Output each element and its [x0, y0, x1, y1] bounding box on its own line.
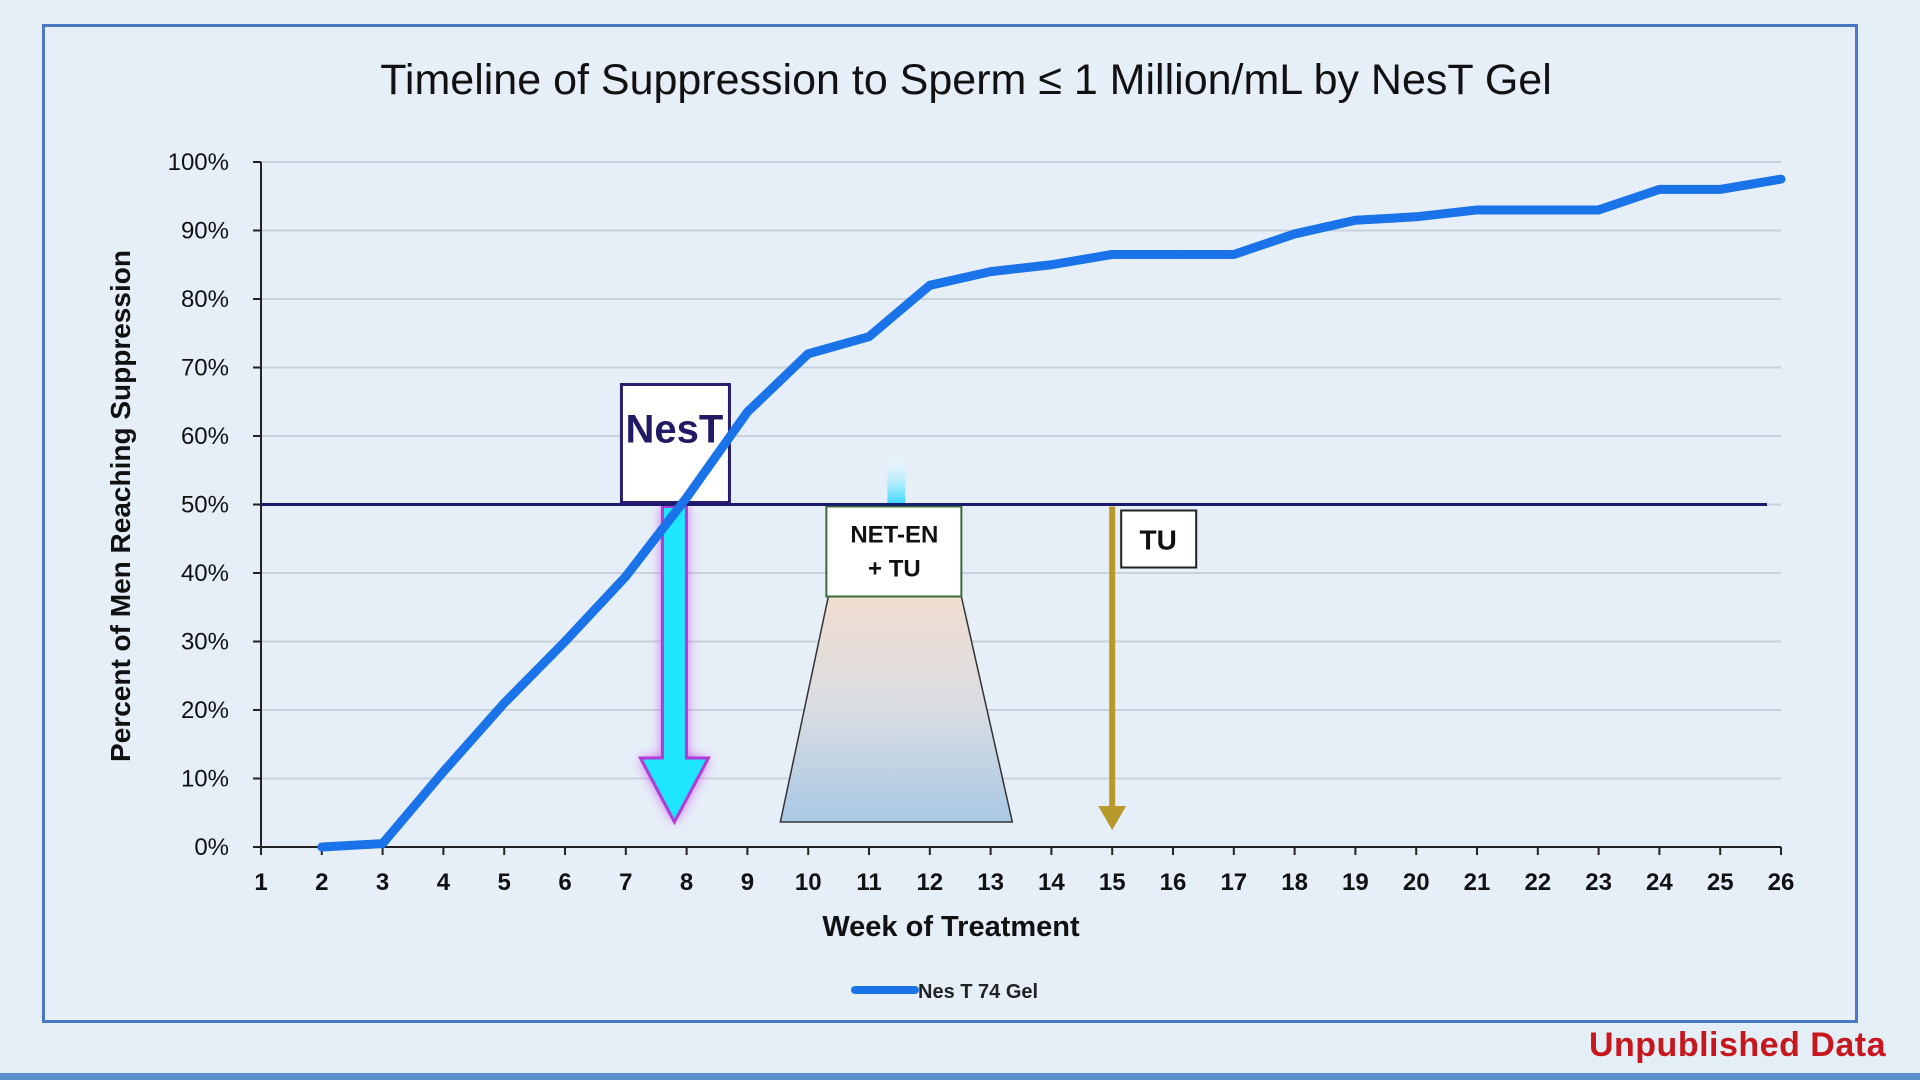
x-tick-label: 19: [1342, 869, 1369, 896]
x-tick-label: 10: [795, 869, 822, 896]
net-en-label-line-1: NET-EN: [850, 522, 938, 549]
annotation-net-en-tu: NET-EN + TU: [779, 456, 1014, 823]
x-tick-label: 16: [1160, 869, 1187, 896]
x-tick-label: 14: [1038, 869, 1065, 896]
series-point: [925, 281, 934, 290]
y-tick-label: 30%: [181, 629, 229, 656]
y-tick-label: 70%: [181, 355, 229, 382]
series-point: [1169, 250, 1177, 259]
x-tick-label: 17: [1220, 869, 1247, 896]
series-point: [500, 699, 509, 708]
series-point: [1473, 205, 1481, 214]
series-point: [986, 267, 995, 276]
x-tick-label: 13: [977, 869, 1004, 896]
y-tick-label: 50%: [181, 492, 229, 519]
y-tick-label: 80%: [181, 286, 229, 313]
series-point: [682, 493, 691, 502]
x-tick-label: 20: [1403, 869, 1430, 896]
annotation-tu: TU: [1098, 506, 1198, 830]
x-tick-label: 3: [376, 869, 389, 896]
x-tick-label: 4: [437, 869, 451, 896]
x-tick-label: 6: [558, 869, 571, 896]
x-tick-label: 21: [1464, 869, 1491, 896]
series-point: [1047, 260, 1056, 269]
x-tick-label: 24: [1646, 869, 1673, 896]
series-point: [1594, 205, 1603, 214]
x-tick-label: 12: [916, 869, 943, 896]
x-tick-label: 9: [741, 869, 754, 896]
tu-label-box: [1120, 509, 1198, 569]
series-point: [561, 637, 569, 646]
series-point: [743, 408, 752, 417]
series-point: [1655, 185, 1664, 194]
series-point: [865, 332, 873, 341]
tu-label: TU: [1140, 525, 1177, 556]
y-tick-label: 90%: [181, 218, 229, 245]
x-axis-label: Week of Treatment: [822, 911, 1080, 943]
x-axis-ticks: 1 2 3 4 5 6 7 8 9 10 11 12 13 14 15 16 17 18 19 20 21 22 23 24 2…: [254, 847, 1794, 896]
y-tick-label: 10%: [181, 766, 229, 793]
unpublished-data-watermark: Unpublished Data: [1588, 1026, 1886, 1064]
net-en-top-arrow-shape: [887, 456, 906, 505]
y-tick-label: 60%: [181, 423, 229, 450]
net-en-label-box: [825, 505, 963, 598]
x-tick-label: 7: [619, 869, 632, 896]
series-point: [317, 843, 326, 851]
series-point: [621, 572, 630, 581]
x-tick-label: 11: [856, 869, 881, 896]
series-point: [1290, 229, 1299, 238]
nest-label: NesT: [626, 408, 724, 452]
series-point: [1533, 205, 1542, 214]
series-points: [317, 175, 1785, 851]
x-tick-label: 26: [1768, 869, 1795, 896]
x-tick-label: 18: [1281, 869, 1308, 896]
net-en-label-line-2: + TU: [868, 556, 921, 583]
x-tick-label: 25: [1707, 869, 1734, 896]
series-line-nes-t-74-gel: [317, 174, 1786, 852]
x-tick-label: 2: [315, 869, 328, 896]
x-tick-label: 8: [680, 869, 693, 896]
annotation-nest: NesT: [619, 383, 731, 826]
bottom-bar: [0, 1073, 1920, 1080]
x-tick-label: 5: [498, 869, 511, 896]
series-point: [1412, 212, 1421, 221]
y-tick-label: 20%: [181, 697, 229, 724]
x-tick-label: 15: [1099, 869, 1126, 896]
series-point: [1716, 185, 1725, 194]
y-axis-ticks: 0% 10% 20% 30% 40% 50% 60% 70% 80% 90% 100%: [168, 149, 261, 861]
y-tick-label: 0%: [194, 834, 229, 861]
x-tick-label: 23: [1585, 869, 1612, 896]
series-point: [804, 349, 813, 358]
series-point: [1777, 175, 1785, 184]
y-axis-label: Percent of Men Reaching Suppression: [105, 250, 136, 762]
legend-label: Nes T 74 Gel: [918, 981, 1038, 1003]
legend: Nes T 74 Gel: [851, 981, 1038, 1003]
x-tick-label: 22: [1524, 869, 1551, 896]
x-tick-label: 1: [254, 869, 267, 896]
nest-arrow-shape: [637, 505, 711, 826]
series-point: [1351, 216, 1360, 225]
net-en-trapezoid-shape: [779, 595, 1014, 823]
series-point: [439, 767, 448, 776]
series-point: [378, 839, 387, 848]
chart-title: Timeline of Suppression to Sperm ≤ 1 Mil…: [380, 56, 1552, 104]
y-tick-label: 100%: [168, 149, 229, 176]
tu-arrow-head: [1098, 806, 1127, 830]
series-point: [1229, 250, 1238, 259]
y-tick-label: 40%: [181, 560, 229, 587]
series-point: [1108, 250, 1117, 259]
